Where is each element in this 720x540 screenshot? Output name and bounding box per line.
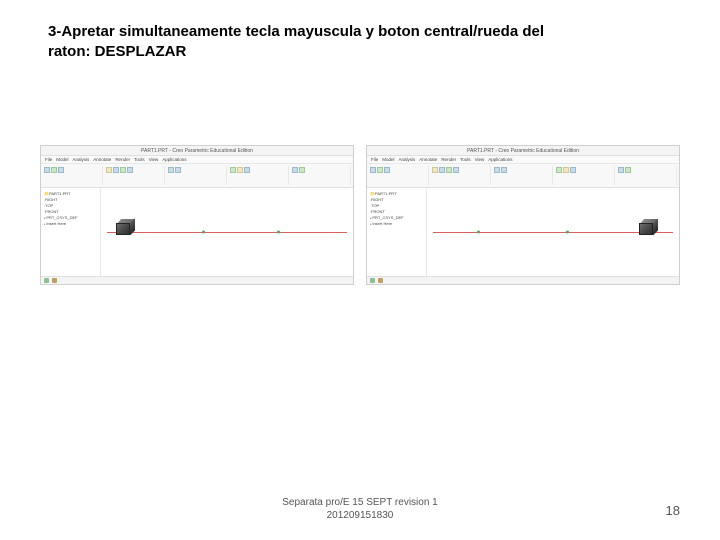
menubar: File Model Analysis Annotate Render Tool… xyxy=(367,156,679,164)
menu-item[interactable]: Analysis xyxy=(399,157,416,162)
menu-item[interactable]: Applications xyxy=(488,157,512,162)
tool-icon[interactable] xyxy=(58,167,64,173)
tool-icon[interactable] xyxy=(453,167,459,173)
datum-point xyxy=(477,231,480,234)
footer-line1: Separata pro/E 15 SEPT revision 1 xyxy=(0,496,720,509)
menu-item[interactable]: Applications xyxy=(162,157,186,162)
tool-icon[interactable] xyxy=(299,167,305,173)
tool-icon[interactable] xyxy=(439,167,445,173)
tool-icon[interactable] xyxy=(556,167,562,173)
part-model[interactable] xyxy=(639,223,661,241)
status-icon xyxy=(370,278,375,283)
tool-icon[interactable] xyxy=(370,167,376,173)
part-model[interactable] xyxy=(116,223,138,241)
menu-item[interactable]: Tools xyxy=(134,157,145,162)
page-number: 18 xyxy=(666,503,680,518)
slide-footer: Separata pro/E 15 SEPT revision 1 201209… xyxy=(0,496,720,522)
tool-icon[interactable] xyxy=(618,167,624,173)
menu-item[interactable]: View xyxy=(475,157,485,162)
tree-item[interactable]: Insert Here xyxy=(44,221,97,227)
tool-icon[interactable] xyxy=(237,167,243,173)
tool-icon[interactable] xyxy=(446,167,452,173)
tool-icon[interactable] xyxy=(432,167,438,173)
tool-icon[interactable] xyxy=(563,167,569,173)
menu-item[interactable]: Annotate xyxy=(419,157,437,162)
menu-item[interactable]: Render xyxy=(115,157,130,162)
datum-point xyxy=(202,231,205,234)
cad-window-right: PART1.PRT - Creo Parametric Educational … xyxy=(366,145,680,285)
menu-item[interactable]: Model xyxy=(56,157,68,162)
tool-icon[interactable] xyxy=(127,167,133,173)
menu-item[interactable]: Model xyxy=(382,157,394,162)
datum-axis xyxy=(433,232,673,233)
statusbar xyxy=(367,276,679,284)
tool-icon[interactable] xyxy=(51,167,57,173)
menubar: File Model Analysis Annotate Render Tool… xyxy=(41,156,353,164)
tool-icon[interactable] xyxy=(230,167,236,173)
screenshot-row: PART1.PRT - Creo Parametric Educational … xyxy=(40,145,680,285)
tool-icon[interactable] xyxy=(570,167,576,173)
footer-line2: 201209151830 xyxy=(0,509,720,522)
tool-icon[interactable] xyxy=(120,167,126,173)
tool-icon[interactable] xyxy=(244,167,250,173)
workspace: PART1.PRT RIGHT TOP FRONT PRT_CSYS_DEF I… xyxy=(367,188,679,276)
menu-item[interactable]: File xyxy=(45,157,52,162)
tool-icon[interactable] xyxy=(168,167,174,173)
tool-icon[interactable] xyxy=(106,167,112,173)
status-icon xyxy=(44,278,49,283)
menu-item[interactable]: View xyxy=(149,157,159,162)
statusbar xyxy=(41,276,353,284)
menu-item[interactable]: Analysis xyxy=(73,157,90,162)
tool-icon[interactable] xyxy=(494,167,500,173)
menu-item[interactable]: File xyxy=(371,157,378,162)
tool-icon[interactable] xyxy=(175,167,181,173)
datum-point xyxy=(566,231,569,234)
canvas-3d[interactable] xyxy=(101,188,353,276)
ribbon-toolbar xyxy=(41,164,353,188)
cad-window-left: PART1.PRT - Creo Parametric Educational … xyxy=(40,145,354,285)
tool-icon[interactable] xyxy=(384,167,390,173)
model-tree[interactable]: PART1.PRT RIGHT TOP FRONT PRT_CSYS_DEF I… xyxy=(41,188,101,276)
menu-item[interactable]: Render xyxy=(441,157,456,162)
datum-axis xyxy=(107,232,347,233)
workspace: PART1.PRT RIGHT TOP FRONT PRT_CSYS_DEF I… xyxy=(41,188,353,276)
tool-icon[interactable] xyxy=(377,167,383,173)
titlebar: PART1.PRT - Creo Parametric Educational … xyxy=(41,146,353,156)
titlebar: PART1.PRT - Creo Parametric Educational … xyxy=(367,146,679,156)
model-tree[interactable]: PART1.PRT RIGHT TOP FRONT PRT_CSYS_DEF I… xyxy=(367,188,427,276)
tool-icon[interactable] xyxy=(113,167,119,173)
tool-icon[interactable] xyxy=(292,167,298,173)
ribbon-toolbar xyxy=(367,164,679,188)
tool-icon[interactable] xyxy=(625,167,631,173)
tree-item[interactable]: Insert Here xyxy=(370,221,423,227)
datum-point xyxy=(277,231,280,234)
menu-item[interactable]: Tools xyxy=(460,157,471,162)
tool-icon[interactable] xyxy=(501,167,507,173)
status-icon xyxy=(378,278,383,283)
menu-item[interactable]: Annotate xyxy=(93,157,111,162)
status-icon xyxy=(52,278,57,283)
tool-icon[interactable] xyxy=(44,167,50,173)
canvas-3d[interactable] xyxy=(427,188,679,276)
slide-heading: 3-Apretar simultaneamente tecla mayuscul… xyxy=(48,22,548,61)
